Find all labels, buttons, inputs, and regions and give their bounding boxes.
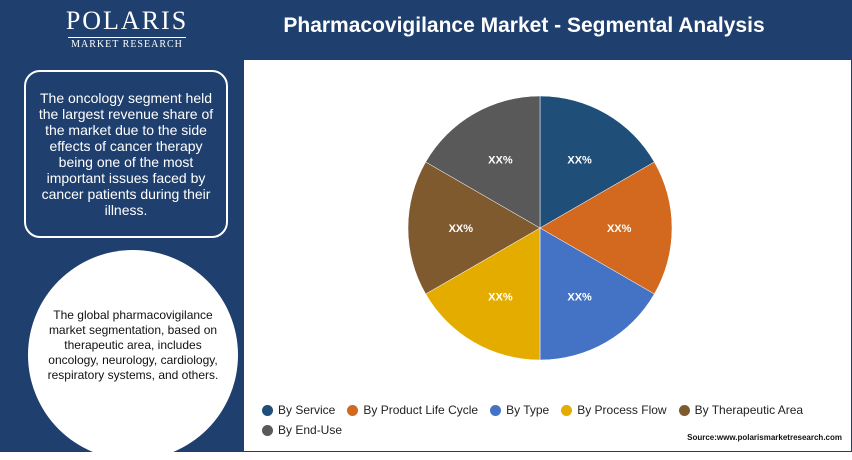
slice-data-label: XX% [488,154,513,166]
pie-chart: XX% XX% XX% XX% XX% XX% [407,95,673,361]
source-text: Source:www.polarismarketresearch.com [687,433,842,442]
legend-item: By End-Use [262,423,342,437]
logo-sub-text: MARKET RESEARCH [68,37,186,50]
legend-label: By End-Use [278,423,343,437]
pie-slice-by-end-use [425,95,541,229]
slice-data-label: XX% [567,292,592,304]
page-title: Pharmacovigilance Market - Segmental Ana… [283,14,765,37]
logo-main-text: POLARIS [65,6,189,35]
legend-item: By Process Flow [561,403,667,417]
legend-swatch [262,404,273,416]
legend-label: By Type [506,403,550,417]
legend-swatch [561,404,573,416]
pie-slice-by-product-life-cycle [539,161,673,295]
legend-label: By Therapeutic Area [694,403,804,417]
slice-data-label: XX% [449,223,474,235]
legend-label: By Process Flow [577,403,667,417]
legend-label: By Product Life Cycle [363,403,479,417]
insight-text: The oncology segment held the largest re… [38,90,214,218]
legend-item: By Therapeutic Area [678,403,804,417]
legend-swatch [347,404,359,416]
legend-row: By End-Use [262,420,822,440]
pie-slice-by-type [539,227,655,361]
pie-slice-by-therapeutic-area [407,161,541,295]
info-circle: The global pharmacovigilance market segm… [28,250,238,460]
legend-item: By Type [490,403,549,417]
insight-box: The oncology segment held the largest re… [24,70,228,238]
polaris-logo: POLARIS MARKET RESEARCH [62,6,192,51]
legend-swatch [490,404,502,416]
slice-data-label: XX% [567,154,592,166]
info-circle-text: The global pharmacovigilance market segm… [47,307,219,382]
legend-row: By Service By Product Life Cycle By Type By… [262,400,822,420]
legend-item: By Product Life Cycle [347,403,478,417]
legend-label: By Service [278,403,336,417]
pie-slice-by-process-flow [425,227,541,361]
legend-swatch [678,404,690,416]
slice-data-label: XX% [607,223,632,235]
legend-item: By Service [262,403,335,417]
slice-data-label: XX% [488,292,513,304]
legend-swatch [262,424,273,436]
pie-slice-by-service [539,95,655,229]
chart-legend: By Service By Product Life Cycle By Type By… [262,400,822,440]
